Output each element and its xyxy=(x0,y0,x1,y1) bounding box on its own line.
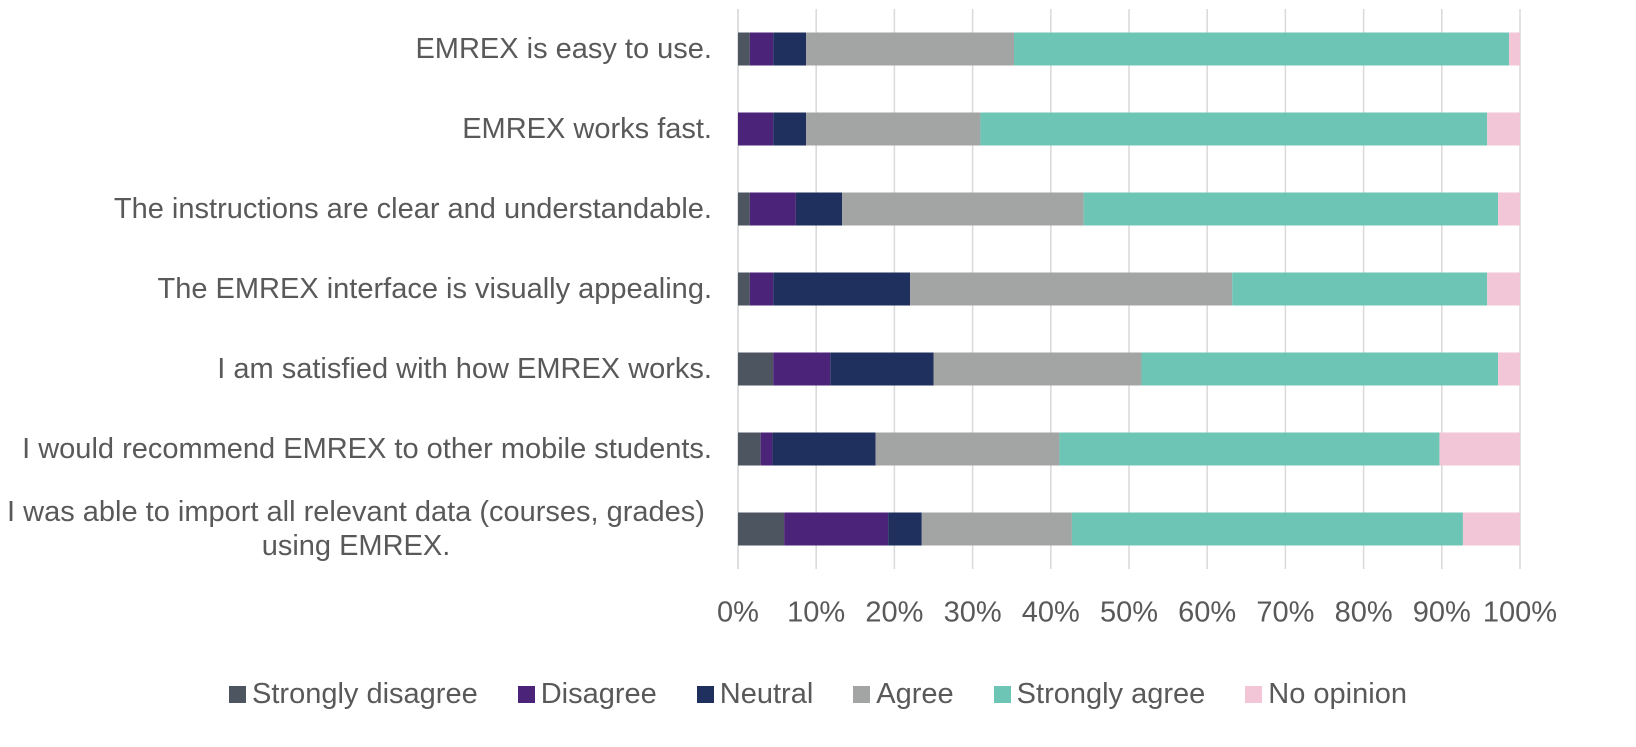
category-text: I was able to import all relevant data (… xyxy=(7,496,705,562)
bar-segment xyxy=(749,192,796,226)
legend-swatch xyxy=(229,686,247,703)
category-text: I am satisfied with how EMREX works. xyxy=(217,353,712,385)
bar-segment xyxy=(738,272,750,306)
bar-segment xyxy=(1462,512,1520,546)
x-tick-label: 80% xyxy=(1335,597,1393,629)
bar-segment xyxy=(1059,432,1440,466)
bar-segment xyxy=(773,272,911,306)
bar-segment xyxy=(773,352,831,386)
bar-segment xyxy=(1439,432,1520,466)
bar-segment xyxy=(738,192,750,226)
bar-segment xyxy=(772,432,876,466)
category-text: EMREX works fast. xyxy=(462,113,712,145)
x-tick-label: 90% xyxy=(1413,597,1471,629)
bar-segment xyxy=(1487,272,1520,306)
bar-segment xyxy=(784,512,889,546)
y-tick-label: The EMREX interface is visually appealin… xyxy=(0,272,712,306)
bar-segment xyxy=(888,512,922,546)
bar-segment xyxy=(875,432,1060,466)
bar-segment xyxy=(738,112,774,146)
bar-segment xyxy=(1141,352,1499,386)
bar-segment xyxy=(1232,272,1488,306)
bar-segment xyxy=(1509,32,1520,66)
legend-label: Disagree xyxy=(540,678,657,710)
bar-segment xyxy=(980,112,1488,146)
y-tick-label: EMREX is easy to use. xyxy=(0,32,712,66)
legend-swatch xyxy=(517,686,535,703)
category-text: The EMREX interface is visually appealin… xyxy=(157,273,712,305)
bar-segment xyxy=(773,32,807,66)
bar-segment xyxy=(830,352,934,386)
x-tick-label: 30% xyxy=(944,597,1002,629)
x-tick-label: 100% xyxy=(1483,597,1557,629)
y-tick-label: I would recommend EMREX to other mobile … xyxy=(0,432,712,466)
legend-label: No opinion xyxy=(1268,678,1407,710)
legend-item: Neutral xyxy=(696,678,814,711)
x-tick-label: 60% xyxy=(1178,597,1236,629)
x-tick-label: 0% xyxy=(717,597,759,629)
legend: Strongly disagree Disagree Neutral Agree Str… xyxy=(0,678,1636,711)
bar-segment xyxy=(738,32,750,66)
bar-segment xyxy=(795,192,843,226)
bar-segment xyxy=(1014,32,1510,66)
legend-item: Agree xyxy=(853,678,954,711)
x-tick-label: 20% xyxy=(865,597,923,629)
legend-item: Disagree xyxy=(517,678,657,711)
y-tick-label: The instructions are clear and understan… xyxy=(0,192,712,226)
legend-item: Strongly disagree xyxy=(229,678,478,711)
bar-segment xyxy=(749,272,774,306)
legend-swatch xyxy=(696,686,714,703)
bar-segment xyxy=(1487,112,1520,146)
bar-segment xyxy=(738,432,761,466)
bar-segment xyxy=(1498,192,1520,226)
category-text: EMREX is easy to use. xyxy=(415,33,712,65)
legend-swatch xyxy=(993,686,1011,703)
legend-swatch xyxy=(853,686,871,703)
bar-segment xyxy=(910,272,1233,306)
bar-segment xyxy=(773,112,807,146)
legend-label: Neutral xyxy=(719,678,814,710)
bar-segment xyxy=(1083,192,1499,226)
bar-segment xyxy=(738,352,774,386)
legend-item: No opinion xyxy=(1245,678,1407,711)
bar-segment xyxy=(1498,352,1520,386)
bar-segment xyxy=(921,512,1072,546)
bar-segment xyxy=(1071,512,1463,546)
x-tick-label: 10% xyxy=(787,597,845,629)
x-tick-label: 40% xyxy=(1022,597,1080,629)
y-tick-label: I am satisfied with how EMREX works. xyxy=(0,352,712,386)
x-tick-label: 70% xyxy=(1256,597,1314,629)
y-tick-label: I was able to import all relevant data (… xyxy=(0,495,712,563)
legend-swatch xyxy=(1245,686,1263,703)
legend-label: Strongly agree xyxy=(1016,678,1206,710)
bar-segment xyxy=(760,432,773,466)
bar-segment xyxy=(806,112,981,146)
y-tick-label: EMREX works fast. xyxy=(0,112,712,146)
legend-label: Strongly disagree xyxy=(252,678,478,710)
category-text: The instructions are clear and understan… xyxy=(113,193,712,225)
legend-label: Agree xyxy=(876,678,954,710)
category-text: I would recommend EMREX to other mobile … xyxy=(22,433,712,465)
x-tick-label: 50% xyxy=(1100,597,1158,629)
legend-item: Strongly agree xyxy=(993,678,1206,711)
bar-segment xyxy=(933,352,1142,386)
bar-segment xyxy=(738,512,785,546)
bar-segment xyxy=(842,192,1084,226)
bar-segment xyxy=(806,32,1015,66)
bar-segment xyxy=(749,32,774,66)
